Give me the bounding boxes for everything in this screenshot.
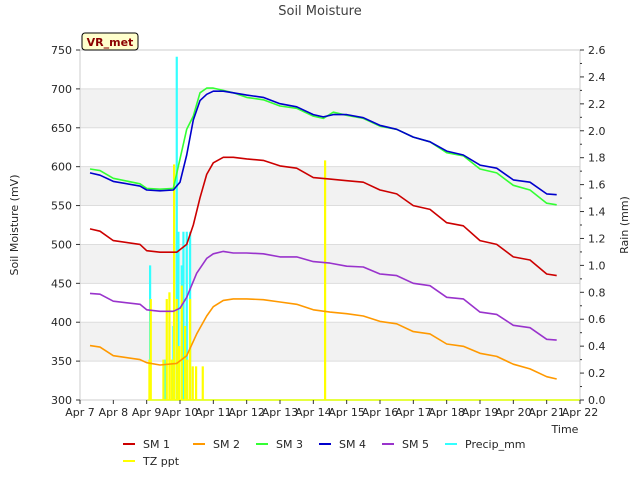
legend-item-sm-5: SM 5 [382, 438, 429, 451]
x-tick-label: Apr 7 [65, 406, 95, 419]
bar-tz-ppt [170, 359, 173, 400]
x-axis-label: Time [551, 423, 579, 436]
legend-item-tz-ppt: TZ ppt [123, 455, 180, 468]
y-tick-label: 400 [51, 316, 72, 329]
station-badge: VR_met [81, 32, 139, 51]
legend-label: Precip_mm [465, 438, 526, 451]
y-tick-label: 300 [51, 394, 72, 407]
bar-tz-ppt [148, 359, 151, 400]
bar-tz-ppt [180, 285, 183, 400]
bar-tz-ppt [168, 292, 171, 400]
bar-precip-mm [182, 231, 185, 400]
x-tick-label: Apr 8 [99, 406, 129, 419]
bar-tz-ppt [162, 359, 165, 400]
station-badge-label: VR_met [87, 36, 134, 49]
line-sm-4 [89, 90, 557, 196]
bar-tz-ppt [173, 164, 176, 400]
bar-tz-ppt [175, 299, 178, 400]
y2-tick-label: 2.2 [588, 98, 606, 111]
bar-precip-mm [177, 231, 180, 400]
x-tick-label: Apr 13 [262, 406, 299, 419]
x-tick-label: Apr 10 [162, 406, 199, 419]
x-tick-label: Apr 18 [428, 406, 465, 419]
y-tick-label: 750 [51, 44, 72, 57]
bar-tz-ppt [324, 160, 327, 400]
legend-item-precip-mm: Precip_mm [445, 438, 526, 451]
legend-item-sm-1: SM 1 [123, 438, 170, 451]
bar-precip-mm [164, 359, 167, 400]
legend-item-sm-2: SM 2 [193, 438, 240, 451]
y2-tick-label: 0.6 [588, 313, 606, 326]
y2-tick-label: 0.0 [588, 394, 606, 407]
y2-tick-label: 0.4 [588, 340, 606, 353]
x-tick-label: Apr 11 [195, 406, 232, 419]
x-tick-label: Apr 22 [562, 406, 599, 419]
y-tick-label: 600 [51, 161, 72, 174]
y2-tick-label: 1.4 [588, 206, 606, 219]
y-tick-label: 650 [51, 122, 72, 135]
y2-axis-label: Rain (mm) [618, 196, 631, 254]
x-tick-label: Apr 20 [495, 406, 532, 419]
y-tick-label: 550 [51, 200, 72, 213]
y-axis-label: Soil Moisture (mV) [8, 175, 21, 276]
y2-tick-label: 2.4 [588, 71, 606, 84]
y2-tick-label: 1.8 [588, 152, 606, 165]
bar-precip-mm [185, 231, 188, 400]
legend-item-sm-4: SM 4 [319, 438, 366, 451]
line-sm-3 [89, 87, 557, 206]
bar-tz-ppt [178, 346, 181, 400]
line-sm-2 [89, 298, 557, 380]
y2-tick-label: 0.8 [588, 286, 606, 299]
chart-title: Soil Moisture [278, 4, 362, 19]
grid-band [80, 88, 580, 128]
x-tick-label: Apr 9 [132, 406, 162, 419]
legend-item-sm-3: SM 3 [256, 438, 303, 451]
line-sm-5 [89, 250, 557, 341]
legend-label: SM 1 [143, 438, 170, 451]
y-tick-label: 450 [51, 277, 72, 290]
bar-tz-ppt [186, 359, 189, 400]
x-tick-label: Apr 16 [362, 406, 399, 419]
x-tick-label: Apr 17 [395, 406, 432, 419]
y-tick-label: 500 [51, 238, 72, 251]
bar-tz-ppt [195, 366, 198, 400]
legend-label: SM 4 [339, 438, 366, 451]
grid-band [80, 166, 580, 206]
y2-tick-label: 1.0 [588, 259, 606, 272]
y2-tick-label: 2.0 [588, 125, 606, 138]
legend-label: SM 3 [276, 438, 303, 451]
y2-tick-label: 0.2 [588, 367, 606, 380]
line-sm-1 [89, 156, 557, 277]
y2-tick-label: 1.6 [588, 179, 606, 192]
bar-tz-ppt [165, 299, 168, 400]
bar-tz-ppt [191, 366, 194, 400]
x-tick-label: Apr 21 [528, 406, 565, 419]
legend: SM 1 SM 2 SM 3 SM 4 SM 5 Precip_mm TZ ppt [123, 438, 526, 468]
y-tick-label: 350 [51, 355, 72, 368]
legend-label: TZ ppt [142, 455, 180, 468]
bar-tz-ppt [184, 325, 187, 400]
bar-precip-mm [175, 56, 178, 400]
bar-tz-ppt [149, 299, 152, 400]
grid-band [80, 322, 580, 362]
x-tick-label: Apr 19 [462, 406, 499, 419]
y2-tick-label: 2.6 [588, 44, 606, 57]
legend-label: SM 2 [213, 438, 240, 451]
x-tick-label: Apr 12 [228, 406, 265, 419]
x-tick-label: Apr 14 [295, 406, 332, 419]
legend-label: SM 5 [402, 438, 429, 451]
x-tick-label: Apr 15 [328, 406, 365, 419]
bar-tz-ppt [201, 366, 204, 400]
y-tick-label: 700 [51, 83, 72, 96]
y2-tick-label: 1.2 [588, 232, 606, 245]
